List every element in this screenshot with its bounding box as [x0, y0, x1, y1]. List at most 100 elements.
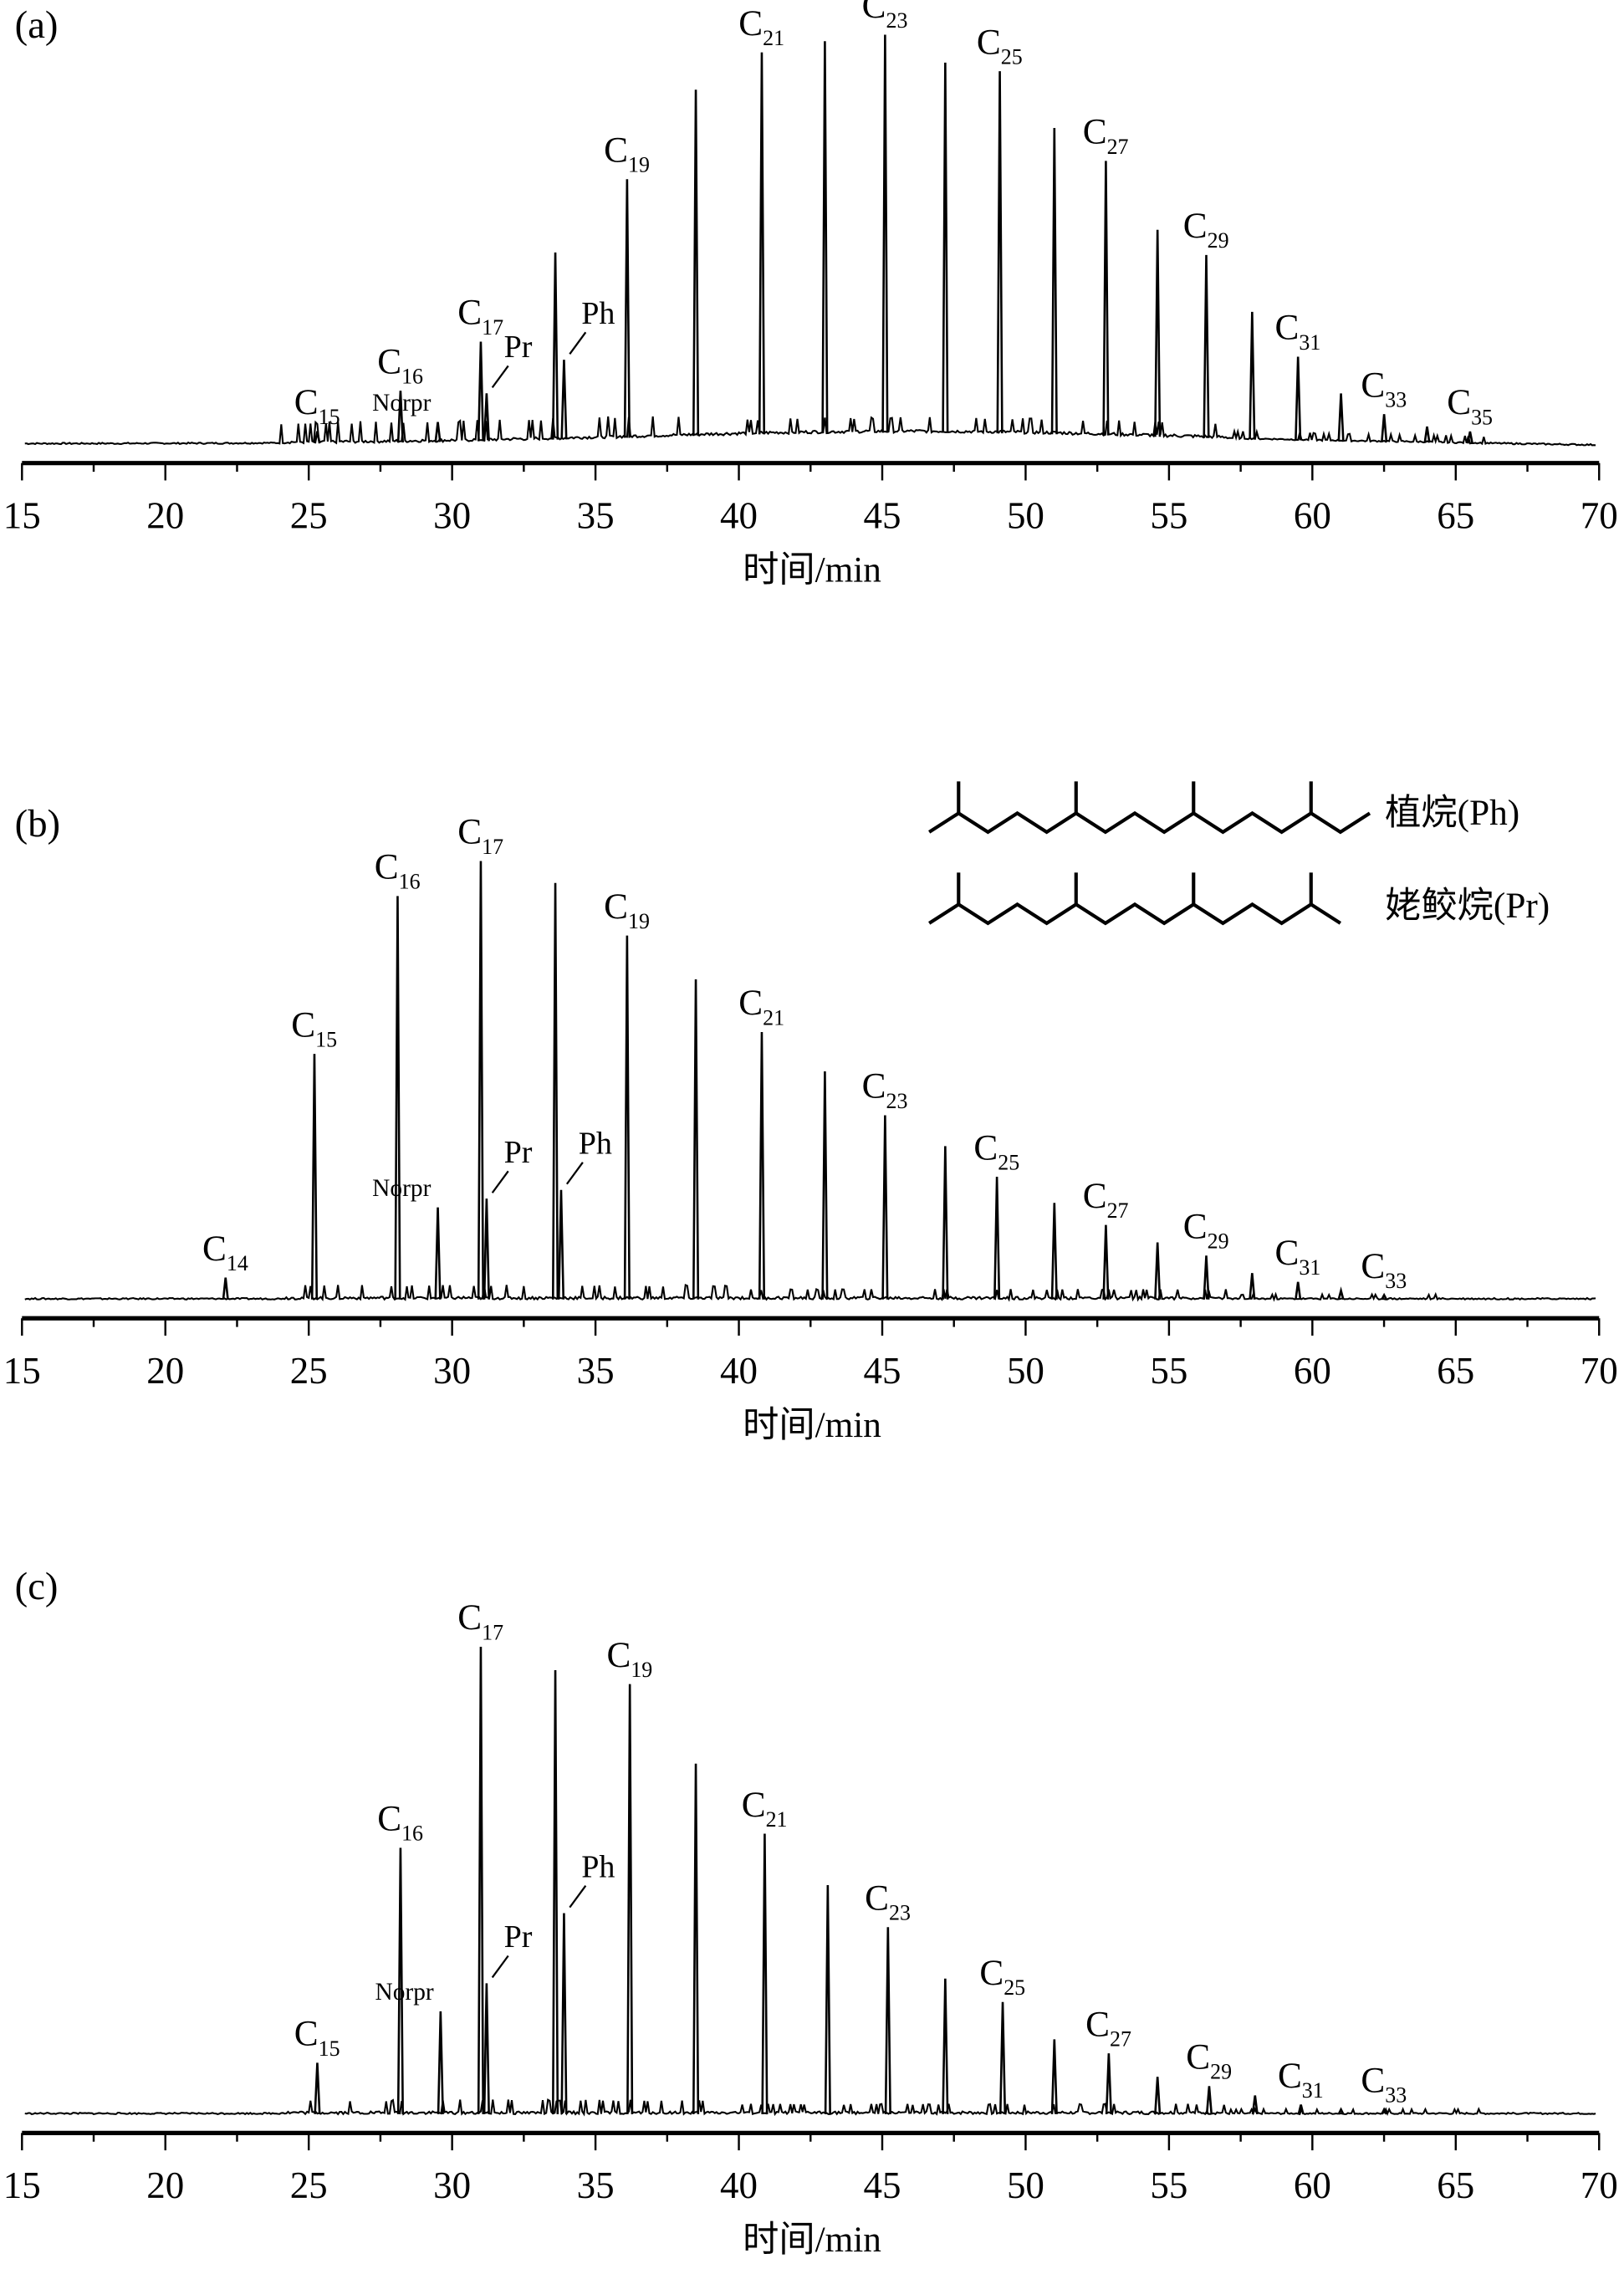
peak-c26 — [1050, 2039, 1058, 2114]
peak-label-c29: C29 — [1183, 1207, 1229, 1254]
peak-c19 — [623, 179, 631, 438]
peak-label-carbon: C — [1278, 2056, 1302, 2096]
peak-label-subscript: 17 — [482, 835, 503, 859]
peak-label-subscript: 17 — [482, 315, 503, 340]
peak-label-c15: C15 — [294, 2014, 340, 2061]
x-tick-label: 65 — [1437, 2164, 1474, 2206]
peak-label-ph: Ph — [579, 1127, 612, 1162]
peak-c29 — [1205, 2086, 1213, 2114]
x-tick-label: 70 — [1581, 2164, 1618, 2206]
x-tick-label: 60 — [1294, 495, 1331, 537]
baseline-trace — [24, 416, 1596, 447]
peak-label-carbon: C — [1186, 2037, 1210, 2077]
peak-c18 — [551, 252, 559, 440]
x-tick-label: 20 — [146, 495, 184, 537]
peak-label-carbon: C — [202, 1229, 227, 1269]
peak-label-c19: C19 — [604, 130, 650, 176]
peak-c31 — [1295, 356, 1302, 441]
peak-c32 — [1337, 1286, 1345, 1301]
peak-c18 — [551, 882, 559, 1300]
peak-label-subscript: 27 — [1107, 1198, 1129, 1223]
peak-label-subscript: 15 — [319, 2036, 340, 2061]
peak-label-subscript: 33 — [1385, 1269, 1407, 1293]
peak-label-c25: C25 — [977, 22, 1023, 69]
peak-c28 — [1154, 1242, 1162, 1300]
peak-label-ph: Ph — [581, 296, 615, 331]
peak-norpr — [434, 1207, 442, 1300]
peak-label-subscript: 27 — [1110, 2027, 1131, 2052]
x-tick-label: 15 — [3, 1350, 41, 1392]
peak-pr — [483, 1983, 490, 2114]
peak-label-subscript: 14 — [227, 1251, 248, 1275]
peak-label-c21: C21 — [742, 1785, 788, 1832]
legend-pristane-label: 姥鲛烷(Pr) — [1385, 886, 1550, 926]
x-tick-label: 20 — [146, 2164, 184, 2206]
peak-label-subscript: 21 — [766, 1807, 788, 1832]
peak-label-subscript: 21 — [763, 1005, 784, 1030]
peak-label-subscript: 31 — [1302, 2078, 1324, 2103]
peak-label-c23: C23 — [862, 0, 908, 33]
peak-label-carbon: C — [457, 293, 482, 333]
peak-c33 — [1381, 414, 1388, 442]
peak-c26 — [1050, 127, 1058, 435]
peak-c22 — [821, 41, 829, 434]
x-axis-title: 时间/min — [743, 2220, 881, 2260]
x-tick-label: 55 — [1150, 495, 1187, 537]
peak-label-carbon: C — [738, 983, 763, 1023]
x-tick-label: 35 — [577, 495, 615, 537]
x-tick-label: 40 — [720, 1350, 758, 1392]
phytane-structure-icon — [928, 810, 1371, 835]
peak-label-carbon: C — [742, 1785, 766, 1825]
peak-label-subscript: 19 — [628, 909, 650, 933]
peak-label-subscript: 17 — [482, 1620, 503, 1644]
peak-label-c33: C33 — [1361, 365, 1407, 411]
peak-c29 — [1203, 1255, 1210, 1300]
peak-label-subscript: 27 — [1107, 135, 1129, 159]
peak-ph — [560, 360, 568, 440]
panel-label: (a) — [15, 3, 59, 47]
peak-label-carbon: C — [375, 847, 399, 887]
x-tick-label: 40 — [720, 2164, 758, 2206]
peak-c16 — [394, 896, 401, 1300]
peak-c25 — [993, 1176, 1001, 1300]
peak-label-carbon: C — [979, 1953, 1004, 1993]
baseline-trace — [24, 2098, 1596, 2117]
peak-c24 — [942, 1146, 949, 1300]
peak-label-carbon: C — [377, 341, 401, 381]
peak-label-carbon: C — [977, 22, 1001, 62]
x-tick-label: 55 — [1150, 2164, 1187, 2206]
peak-label-carbon: C — [294, 382, 319, 422]
x-tick-label: 50 — [1007, 495, 1044, 537]
leader-line — [491, 365, 509, 389]
peak-c24 — [942, 62, 949, 433]
peak-label-carbon: C — [1361, 1246, 1385, 1286]
peak-c18 — [551, 1670, 559, 2114]
peak-label-carbon: C — [738, 3, 763, 43]
peak-label-carbon: C — [457, 812, 482, 852]
peak-label-subscript: 23 — [889, 1901, 911, 1925]
peak-label-c33: C33 — [1361, 2061, 1407, 2108]
peak-c28 — [1154, 229, 1162, 437]
peak-label-carbon: C — [973, 1127, 998, 1168]
peak-label-carbon: C — [1361, 365, 1385, 405]
peak-pr — [483, 1198, 490, 1300]
peak-c15 — [314, 431, 321, 444]
peak-label-carbon: C — [457, 1597, 482, 1638]
peak-label-carbon: C — [862, 1066, 886, 1106]
x-tick-label: 15 — [3, 2164, 41, 2206]
peak-label-carbon: C — [862, 0, 886, 26]
peak-label-carbon: C — [377, 1799, 401, 1839]
peak-label-subscript: 25 — [1001, 44, 1023, 69]
peak-label-c31: C31 — [1275, 308, 1321, 355]
x-tick-label: 15 — [3, 495, 41, 537]
peak-ph — [557, 1189, 565, 1300]
peak-label-subscript: 21 — [763, 26, 784, 50]
peak-c30 — [1251, 2095, 1259, 2115]
peak-label-c31: C31 — [1275, 1233, 1321, 1280]
peak-label-c23: C23 — [865, 1878, 911, 1925]
leader-line — [491, 1170, 509, 1193]
peak-label-subscript: 25 — [1004, 1975, 1025, 2000]
peak-label-carbon: C — [604, 887, 628, 927]
